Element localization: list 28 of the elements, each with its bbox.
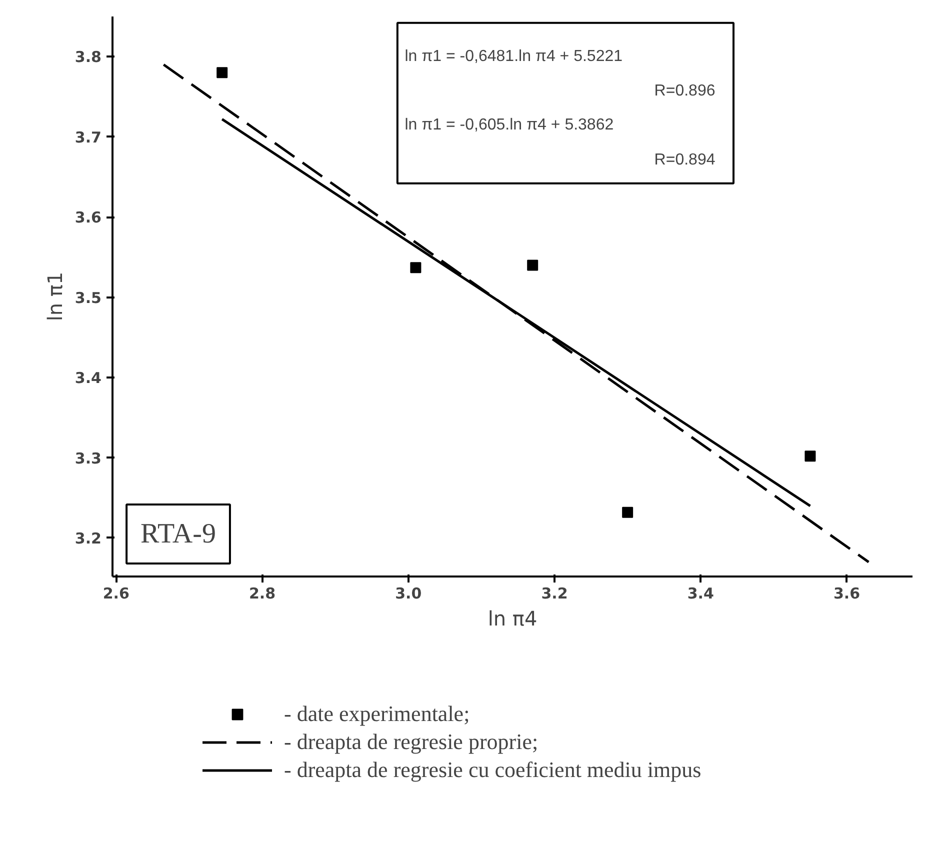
point <box>527 260 538 271</box>
legend-label: - dreapta de regresie cu coeficient mediu impus <box>284 757 702 783</box>
annotation: RTA-9 <box>140 518 216 550</box>
annotation: R=0.896 <box>654 82 716 100</box>
legend-label: - dreapta de regresie proprie; <box>284 729 538 755</box>
x-tick-label: 2.6 <box>102 584 130 602</box>
legend-label: - date experimentale; <box>284 701 470 727</box>
y-tick-label: 3.7 <box>74 128 102 146</box>
x-tick-label: 3.2 <box>541 584 568 602</box>
point <box>804 450 816 462</box>
y-tick-label: 3.6 <box>74 208 102 227</box>
annotation: ln π1 = -0,6481.ln π4 + 5.5221 <box>404 48 623 66</box>
y-tick-label: 3.8 <box>74 48 102 66</box>
y-tick-label: 3.3 <box>74 449 102 468</box>
x-tick-label: 3.6 <box>833 584 860 602</box>
y-axis-title: ln π1 <box>42 272 67 322</box>
annotation: ln π1 = -0,605.ln π4 + 5.3862 <box>404 116 614 134</box>
point <box>622 506 634 518</box>
point <box>216 67 228 78</box>
x-tick-label: 3.0 <box>395 584 422 602</box>
annotation: R=0.894 <box>654 152 716 169</box>
point <box>410 262 422 274</box>
x-tick-label: 2.8 <box>248 584 276 602</box>
x-tick-label: 3.4 <box>687 584 714 602</box>
y-tick-label: 3.5 <box>74 288 102 307</box>
x-axis-title: ln π4 <box>488 606 538 630</box>
y-tick-label: 3.2 <box>74 529 102 548</box>
y-tick-label: 3.4 <box>74 369 102 388</box>
